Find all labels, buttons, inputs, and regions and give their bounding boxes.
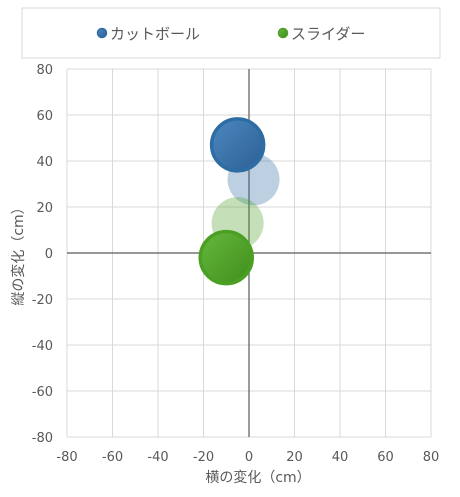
x-tick-label: 0 (245, 450, 253, 465)
y-tick-labels: 80 60 40 20 0 -20 -40 -60 -80 (32, 63, 53, 446)
y-tick-label: 20 (36, 201, 53, 216)
x-tick-label: -60 (102, 450, 123, 465)
x-tick-label: -40 (147, 450, 168, 465)
x-tick-label: -20 (193, 450, 214, 465)
y-tick-label: -20 (32, 293, 53, 308)
x-tick-label: 60 (377, 450, 394, 465)
y-tick-label: 40 (36, 155, 53, 170)
y-tick-label: -40 (32, 339, 53, 354)
bubbles (198, 117, 280, 286)
legend: カットボール スライダー (21, 7, 441, 59)
x-tick-label: -80 (56, 450, 77, 465)
legend-marker-1 (96, 27, 108, 39)
y-tick-label: 80 (36, 63, 53, 78)
x-axis-title: 横の変化（cm） (205, 469, 310, 486)
x-tick-labels: -80 -60 -40 -20 0 20 40 60 80 (56, 450, 439, 465)
legend-label-1: カットボール (110, 25, 200, 43)
y-tick-label: 0 (45, 247, 53, 262)
bubble-cutball-1 (209, 117, 266, 173)
legend-label-2: スライダー (291, 25, 365, 43)
x-tick-label: 80 (423, 450, 440, 465)
x-tick-label: 20 (286, 450, 303, 465)
x-tick-label: 40 (332, 450, 349, 465)
legend-marker-2 (277, 27, 289, 39)
y-tick-label: -80 (32, 431, 53, 446)
y-tick-label: -60 (32, 385, 53, 400)
y-axis-title: 縦の変化（cm） (10, 200, 27, 305)
y-tick-label: 60 (36, 109, 53, 124)
bubble-slider-2 (198, 229, 254, 286)
legend-box (21, 7, 441, 59)
